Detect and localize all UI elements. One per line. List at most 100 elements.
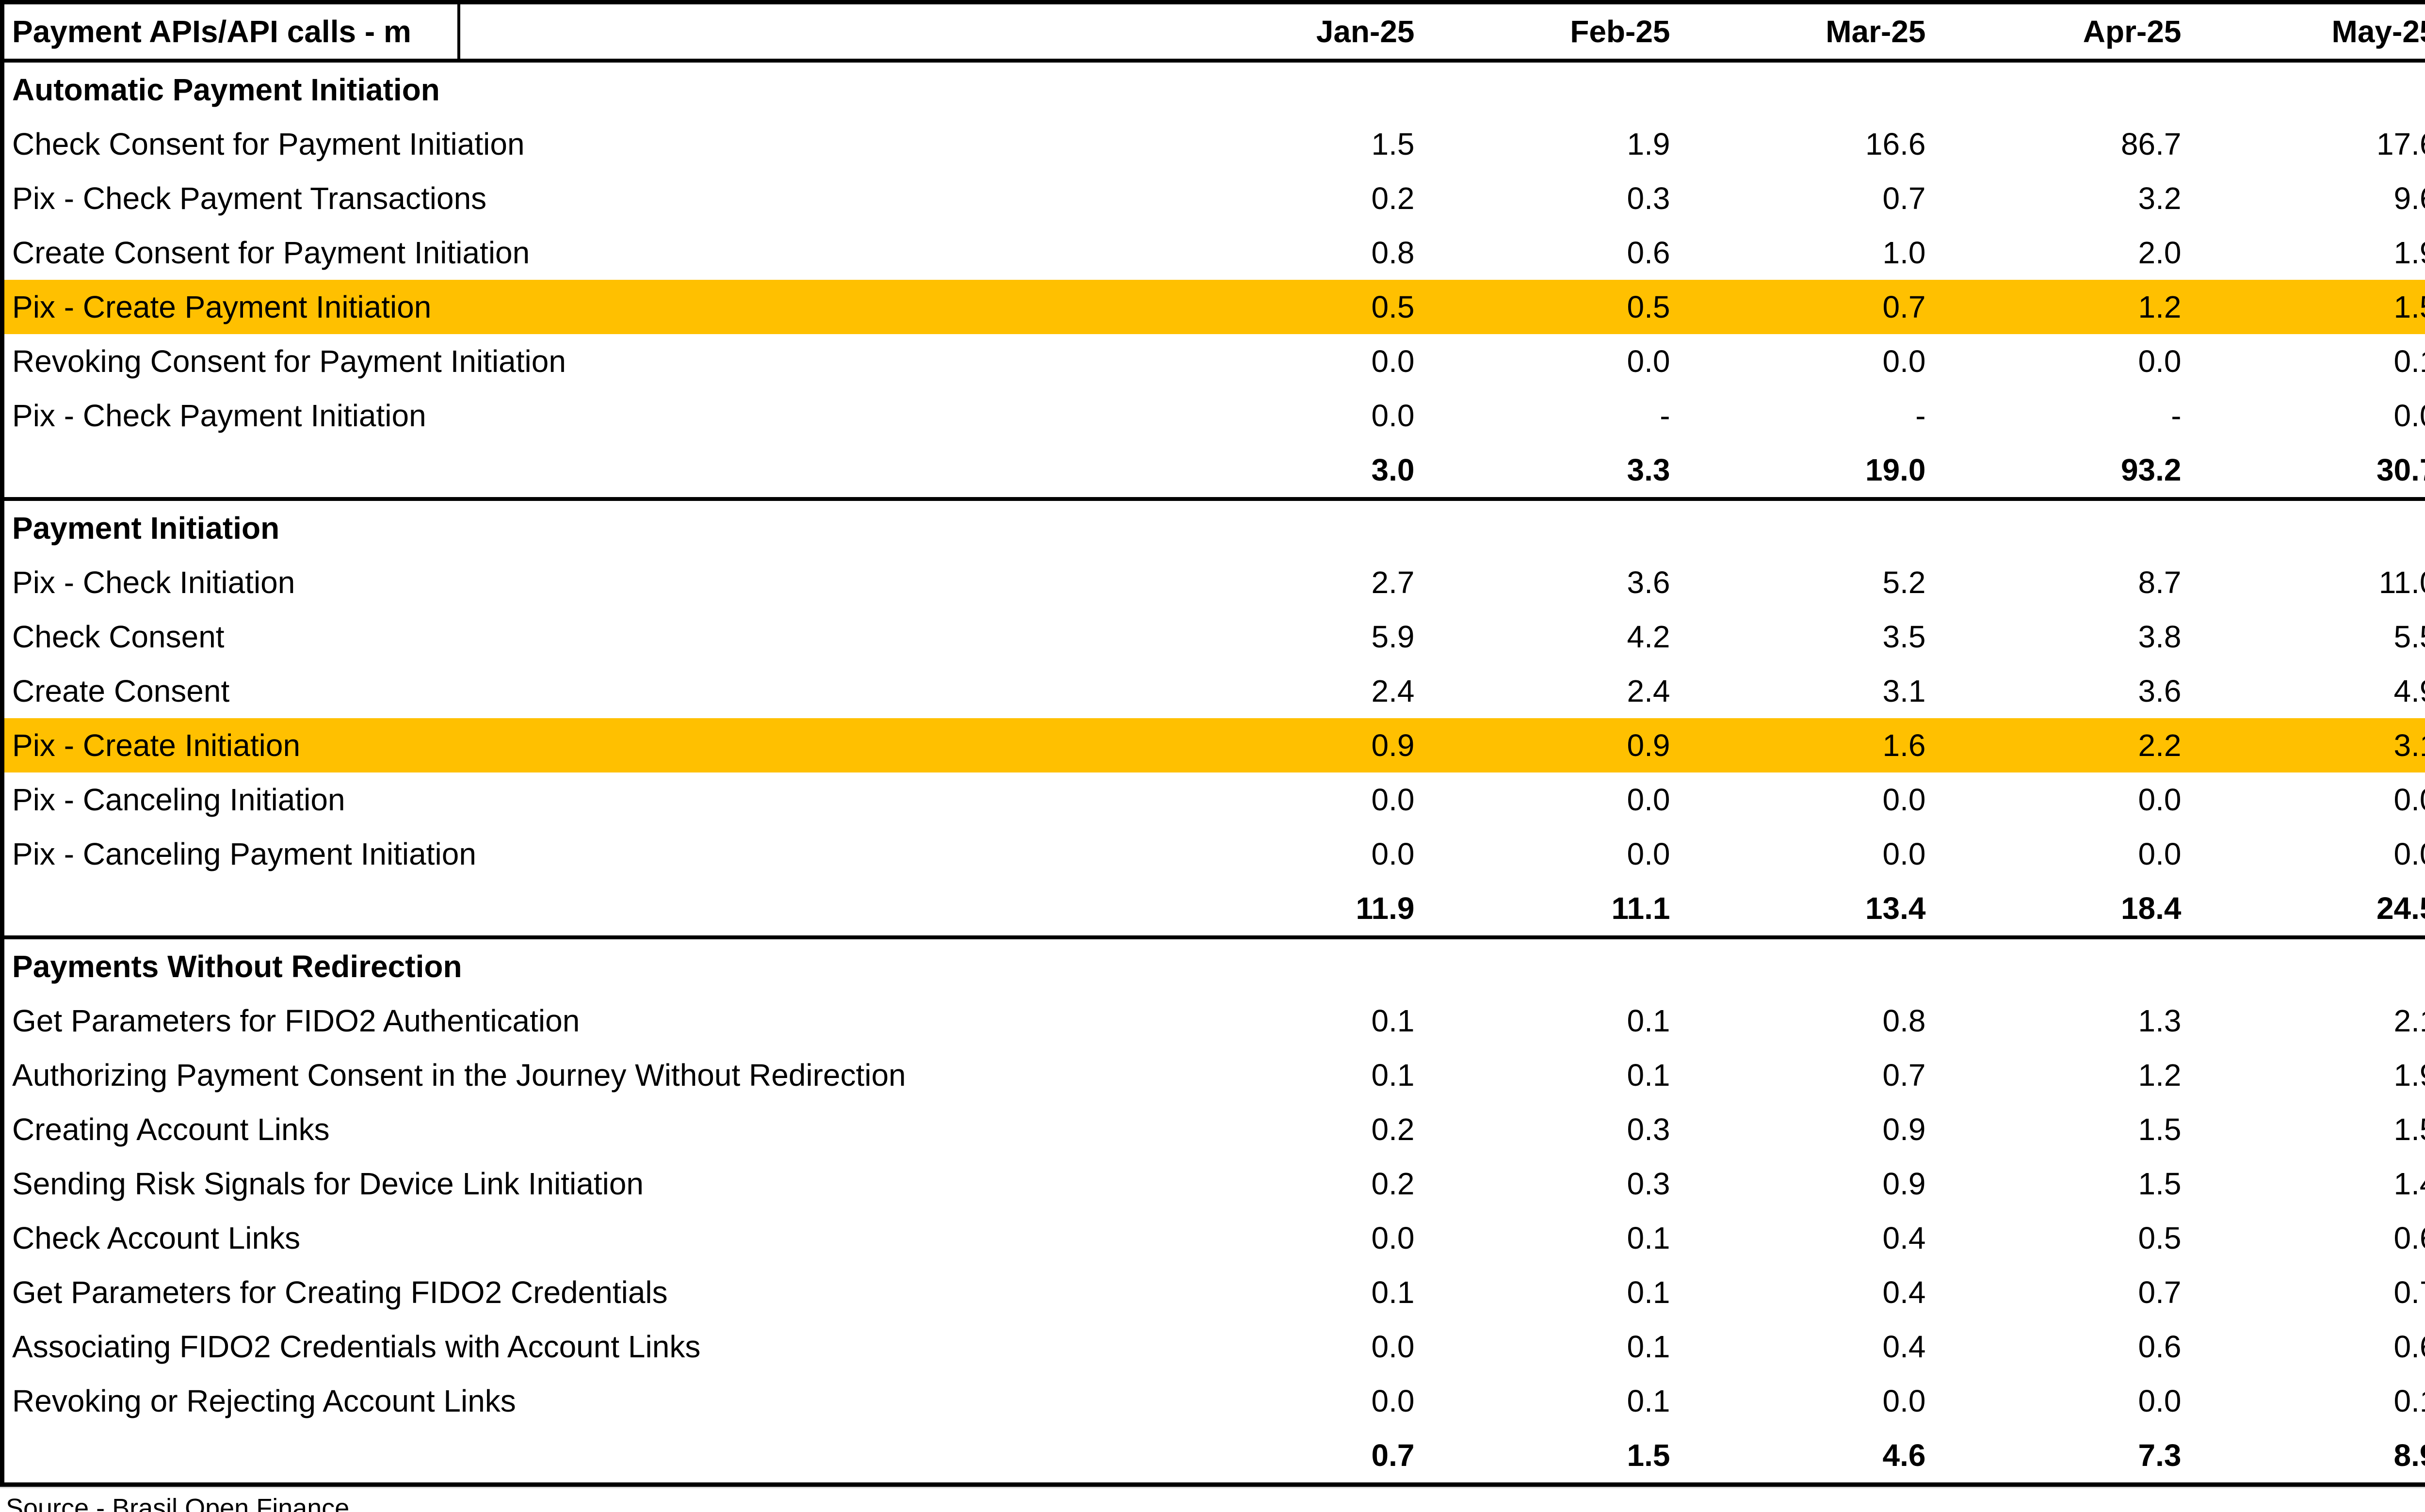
value-cell: 0.1: [1627, 1003, 1670, 1038]
value-cell: 0.0: [2138, 782, 2182, 817]
table-row: Get Parameters for Creating FIDO2 Creden…: [2, 1265, 2425, 1319]
grid-divider: [0, 1487, 2425, 1488]
value-cell: 0.6: [1627, 235, 1670, 270]
row-label: Pix - Create Payment Initiation: [12, 290, 432, 324]
column-header-month: Feb-25: [1570, 14, 1670, 49]
empty-cell: [1696, 499, 1951, 555]
column-header-month: Mar-25: [1826, 14, 1926, 49]
value-cell: 0.9: [1882, 1166, 1926, 1201]
column-header-month: Apr-25: [2083, 14, 2182, 49]
subtotal-value-cell: 30.7: [2376, 452, 2425, 487]
row-label: Check Consent for Payment Initiation: [12, 127, 525, 161]
empty-cell: [1440, 61, 1696, 117]
value-cell: 0.1: [1627, 1058, 1670, 1093]
subtotal-row: 3.03.319.093.230.715.117.033.0214.2: [2, 443, 2425, 499]
subtotal-value-cell: 11.1: [1611, 891, 1670, 926]
subtotal-value-cell: 11.9: [1356, 891, 1415, 926]
value-cell: 2.4: [1371, 674, 1415, 708]
column-header-month: Jan-25: [1316, 14, 1415, 49]
value-cell: 1.5: [2393, 1112, 2425, 1147]
row-label: Revoking Consent for Payment Initiation: [12, 344, 566, 379]
value-cell: 0.9: [1882, 1112, 1926, 1147]
value-cell: 0.7: [1882, 290, 1926, 324]
value-cell: 0.9: [1627, 728, 1670, 763]
value-cell: 0.0: [1882, 344, 1926, 379]
table-row: Associating FIDO2 Credentials with Accou…: [2, 1319, 2425, 1374]
value-cell: 0.5: [1627, 290, 1670, 324]
source-note: Source - Brasil Open Finance: [6, 1494, 350, 1512]
value-cell: 1.9: [2393, 1058, 2425, 1093]
value-cell: 0.5: [2138, 1221, 2182, 1255]
empty-cell: [2207, 61, 2425, 117]
table-row: Check Consent for Payment Initiation 1.5 1…: [2, 117, 2425, 171]
value-cell: 0.2: [1371, 181, 1415, 216]
empty-cell: [1440, 937, 1696, 994]
subtotal-value-cell: 19.0: [1865, 452, 1926, 487]
value-cell: 0.6: [2138, 1329, 2182, 1364]
value-cell: 0.0: [1371, 398, 1415, 433]
empty-cell: [1951, 499, 2207, 555]
value-cell: 1.2: [2138, 290, 2182, 324]
value-cell: 9.6: [2393, 181, 2425, 216]
row-label: Create Consent for Payment Initiation: [12, 235, 530, 270]
value-cell: 0.3: [1627, 1112, 1670, 1147]
value-cell: 0.0: [1627, 782, 1670, 817]
value-cell: 17.6: [2376, 127, 2425, 161]
value-cell: 11.0: [2378, 565, 2425, 600]
value-cell: 1.9: [1627, 127, 1670, 161]
subtotal-value-cell: 1.5: [1627, 1438, 1670, 1473]
value-cell: 0.0: [2393, 782, 2425, 817]
value-cell: 0.3: [1627, 181, 1670, 216]
value-cell: 1.0: [1882, 235, 1926, 270]
empty-cell: [2, 881, 1184, 937]
value-cell: -: [1660, 398, 1670, 433]
empty-cell: [1440, 499, 1696, 555]
value-cell: 1.2: [2138, 1058, 2182, 1093]
value-cell: -: [1915, 398, 1926, 433]
value-cell: 5.9: [1371, 619, 1415, 654]
table-row: Get Parameters for FIDO2 Authentication 0…: [2, 994, 2425, 1048]
value-cell: 5.5: [2393, 619, 2425, 654]
subtotal-value-cell: 13.4: [1865, 891, 1926, 926]
value-cell: 8.7: [2138, 565, 2182, 600]
table-row: Pix - Check Payment Transactions 0.2 0.3 0.…: [2, 171, 2425, 225]
section-header-row: Automatic Payment Initiation: [2, 61, 2425, 117]
value-cell: 0.6: [2393, 1329, 2425, 1364]
value-cell: 1.4: [2393, 1166, 2425, 1201]
empty-cell: [1951, 61, 2207, 117]
table-row: Pix - Create Initiation0.90.91.62.23.13.…: [2, 718, 2425, 772]
empty-cell: [1184, 937, 1440, 994]
empty-cell: [1184, 499, 1440, 555]
subtotal-value-cell: 24.5: [2376, 891, 2425, 926]
value-cell: 1.5: [2138, 1112, 2182, 1147]
row-label: Associating FIDO2 Credentials with Accou…: [12, 1329, 701, 1364]
value-cell: 16.6: [1865, 127, 1926, 161]
value-cell: 0.1: [1371, 1058, 1415, 1093]
empty-cell: [2207, 499, 2425, 555]
value-cell: 0.3: [1627, 1166, 1670, 1201]
row-label: Pix - Check Initiation: [12, 565, 295, 600]
value-cell: 2.0: [2138, 235, 2182, 270]
table-row: Revoking or Rejecting Account Links 0.0 0.…: [2, 1374, 2425, 1428]
row-label: Pix - Create Initiation: [12, 728, 301, 763]
section-header-row: Payments Without Redirection: [2, 937, 2425, 994]
value-cell: 0.0: [1371, 1383, 1415, 1418]
value-cell: 0.0: [1882, 782, 1926, 817]
table-row: Authorizing Payment Consent in the Journ…: [2, 1048, 2425, 1102]
table-title: Payment APIs/API calls - m: [2, 2, 1184, 61]
subtotal-row: 11.911.113.418.424.527.125.335.9167.5: [2, 881, 2425, 937]
section-title: Payments Without Redirection: [12, 949, 462, 984]
empty-cell: [2, 1428, 1184, 1485]
row-label: Sending Risk Signals for Device Link Ini…: [12, 1166, 644, 1201]
subtotal-value-cell: 18.4: [2120, 891, 2182, 926]
value-cell: 0.0: [1371, 782, 1415, 817]
value-cell: 3.8: [2138, 619, 2182, 654]
value-cell: 0.6: [2393, 1221, 2425, 1255]
value-cell: 0.7: [2138, 1275, 2182, 1310]
value-cell: 0.0: [1627, 836, 1670, 871]
empty-cell: [1696, 937, 1951, 994]
table-row: Check Account Links0.00.10.40.50.60.60.7…: [2, 1211, 2425, 1265]
row-label: Pix - Check Payment Transactions: [12, 181, 487, 216]
value-cell: 0.2: [1371, 1166, 1415, 1201]
